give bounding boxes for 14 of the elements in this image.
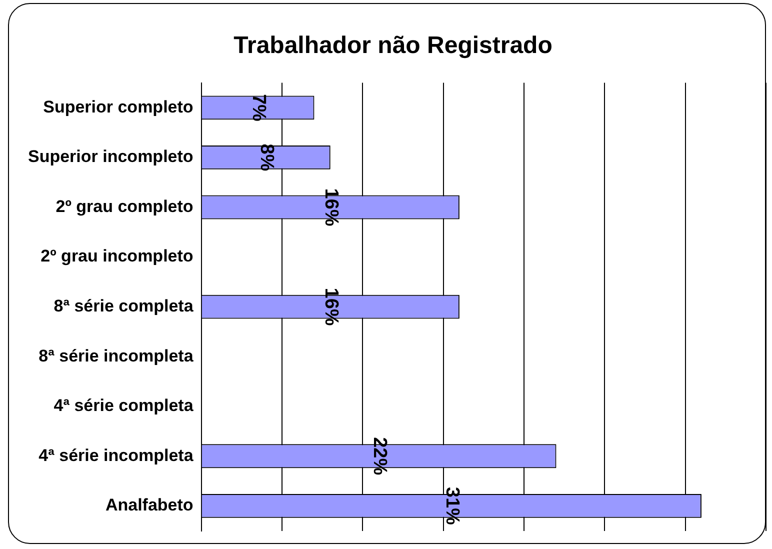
data-label: 16% [320,288,342,326]
y-tick-label: 2º grau incompleto [40,246,194,266]
data-label: 22% [368,437,390,476]
y-tick-label: Superior completo [43,97,194,116]
y-tick-label: 8ª série completa [54,296,194,316]
y-tick-label: 2º grau completo [56,196,194,216]
data-label: 7% [248,94,269,122]
y-tick-label: Analfabeto [105,496,194,515]
y-tick-label: 4ª série completa [54,396,194,416]
y-tick-label: 8ª série incompleta [38,346,194,366]
y-tick-label: Superior incompleto [28,147,194,166]
chart-title: Trabalhador não Registrado [234,32,552,60]
data-label: 16% [320,188,342,226]
y-tick-label: 4ª série incompleta [38,446,194,465]
